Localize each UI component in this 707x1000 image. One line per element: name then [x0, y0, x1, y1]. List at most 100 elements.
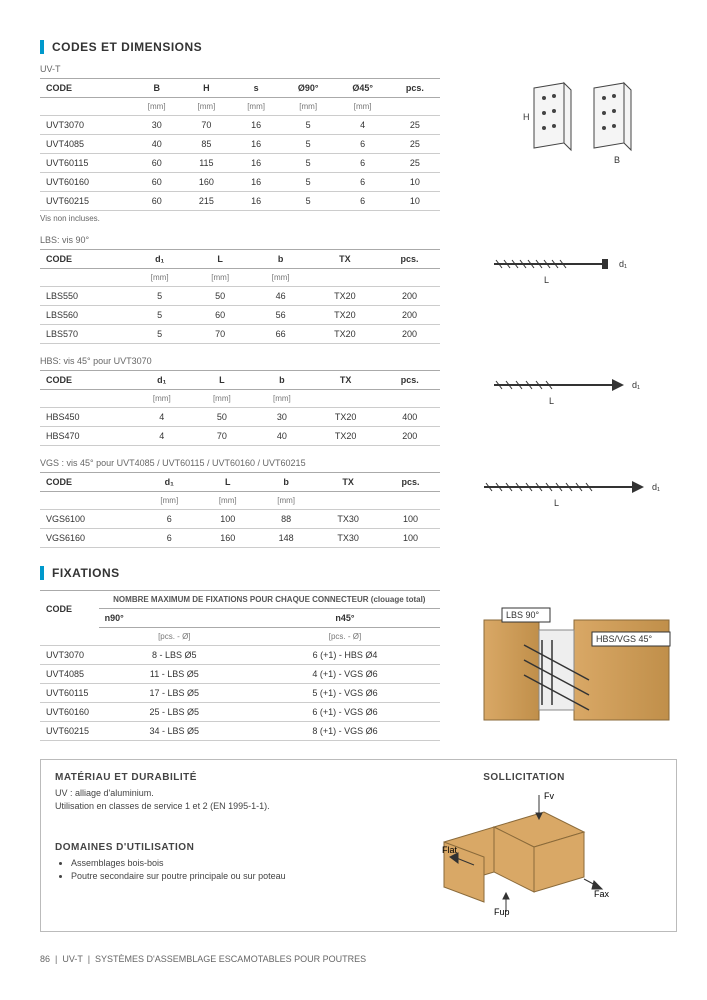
col-header: n90° — [99, 609, 250, 628]
cell: 5 — [281, 135, 335, 154]
footer-page: 86 — [40, 954, 50, 964]
unit-cell: [pcs. - Ø] — [250, 628, 440, 646]
table-row: UVT6016025 - LBS Ø56 (+1) - VGS Ø6 — [40, 703, 440, 722]
table-row: UVT6011560115165625 — [40, 154, 440, 173]
unit-cell — [379, 390, 440, 408]
cell: 5 — [129, 287, 189, 306]
cell: 66 — [250, 325, 310, 344]
col-header: CODE — [40, 473, 140, 492]
col-header: b — [250, 250, 310, 269]
infobox-list: Assemblages bois-bois Poutre secondaire … — [55, 857, 386, 882]
cell: 100 — [381, 529, 440, 548]
subheading-lbs: LBS: vis 90° — [40, 235, 677, 245]
cell: 16 — [231, 173, 281, 192]
cell: 56 — [250, 306, 310, 325]
cell: UVT60160 — [40, 173, 132, 192]
col-header: d₁ — [129, 250, 189, 269]
table-row: LBS56056056TX20200 — [40, 306, 440, 325]
subheading-vgs: VGS : vis 45° pour UVT4085 / UVT60115 / … — [40, 458, 677, 468]
marker-icon — [40, 40, 44, 54]
svg-text:B: B — [614, 155, 620, 165]
cell: 4 — [132, 408, 192, 427]
cell: 11 - LBS Ø5 — [99, 665, 250, 684]
cell: UVT60115 — [40, 684, 99, 703]
cell: UVT60215 — [40, 192, 132, 211]
col-header: b — [257, 473, 315, 492]
col-header: pcs. — [379, 250, 440, 269]
cell: HBS470 — [40, 427, 132, 446]
unit-cell: [mm] — [252, 390, 312, 408]
cell: 60 — [190, 306, 250, 325]
hbs-screw-diagram: d₁ L — [484, 370, 664, 410]
col-header: b — [252, 371, 312, 390]
svg-text:d₁: d₁ — [619, 259, 627, 269]
cell: 60 — [132, 173, 182, 192]
subheading-hbs: HBS: vis 45° pour UVT3070 — [40, 356, 677, 366]
cell: VGS6100 — [40, 510, 140, 529]
cell: 6 (+1) - HBS Ø4 — [250, 646, 440, 665]
col-header: L — [192, 371, 252, 390]
table-row: UVT408511 - LBS Ø54 (+1) - VGS Ø6 — [40, 665, 440, 684]
vgs-table: CODEd₁LbTXpcs.[mm][mm][mm]VGS6100610088T… — [40, 472, 440, 548]
cell: 5 — [281, 116, 335, 135]
col-header: s — [231, 79, 281, 98]
unit-cell — [381, 492, 440, 510]
svg-text:L: L — [549, 396, 554, 406]
col-header: CODE — [40, 250, 129, 269]
cell: 200 — [379, 427, 440, 446]
cell: UVT60215 — [40, 722, 99, 741]
cell: TX20 — [311, 325, 379, 344]
cell: 30 — [252, 408, 312, 427]
svg-text:L: L — [554, 498, 559, 508]
cell: 5 — [281, 173, 335, 192]
cell: 16 — [231, 116, 281, 135]
unit-cell: [mm] — [132, 98, 182, 116]
unit-cell: [mm] — [129, 269, 189, 287]
cell: 8 - LBS Ø5 — [99, 646, 250, 665]
unit-cell: [mm] — [281, 98, 335, 116]
cell: 60 — [132, 154, 182, 173]
section-title-text: CODES ET DIMENSIONS — [52, 40, 202, 54]
cell: 200 — [379, 325, 440, 344]
table-row: LBS57057066TX20200 — [40, 325, 440, 344]
unit-cell: [mm] — [132, 390, 192, 408]
svg-text:HBS/VGS 45°: HBS/VGS 45° — [596, 634, 653, 644]
cell: 25 - LBS Ø5 — [99, 703, 250, 722]
cell: UVT3070 — [40, 116, 132, 135]
table-row: UVT40854085165625 — [40, 135, 440, 154]
cell: 5 (+1) - VGS Ø6 — [250, 684, 440, 703]
unit-cell — [40, 390, 132, 408]
group-header: NOMBRE MAXIMUM DE FIXATIONS POUR CHAQUE … — [99, 591, 440, 609]
cell: 6 — [335, 192, 389, 211]
cell: LBS570 — [40, 325, 129, 344]
marker-icon — [40, 566, 44, 580]
cell: 4 — [132, 427, 192, 446]
col-header: CODE — [40, 79, 132, 98]
table-row: VGS61606160148TX30100 — [40, 529, 440, 548]
sollicitation-diagram: Fv Flat Fup Fax — [434, 787, 614, 917]
infobox-t1b: Utilisation en classes de service 1 et 2… — [55, 800, 386, 813]
unit-cell: [mm] — [190, 269, 250, 287]
cell: 60 — [132, 192, 182, 211]
cell: 40 — [252, 427, 312, 446]
unit-cell: [mm] — [140, 492, 198, 510]
cell: TX30 — [315, 529, 381, 548]
col-header: pcs. — [381, 473, 440, 492]
cell: UVT60160 — [40, 703, 99, 722]
section-title-text: FIXATIONS — [52, 566, 120, 580]
cell: 6 — [335, 135, 389, 154]
svg-text:H: H — [523, 112, 530, 122]
table-row: LBS55055046TX20200 — [40, 287, 440, 306]
col-header: Ø90° — [281, 79, 335, 98]
unit-cell: [mm] — [335, 98, 389, 116]
uvt-footnote: Vis non incluses. — [40, 214, 440, 223]
fixations-diagram: LBS 90° HBS/VGS 45° — [474, 590, 674, 740]
cell: UVT4085 — [40, 135, 132, 154]
cell: 25 — [390, 135, 440, 154]
cell: 100 — [381, 510, 440, 529]
cell: 70 — [182, 116, 232, 135]
col-header: CODE — [40, 371, 132, 390]
svg-text:d₁: d₁ — [652, 482, 660, 492]
table-row: UVT6016060160165610 — [40, 173, 440, 192]
cell: 40 — [132, 135, 182, 154]
